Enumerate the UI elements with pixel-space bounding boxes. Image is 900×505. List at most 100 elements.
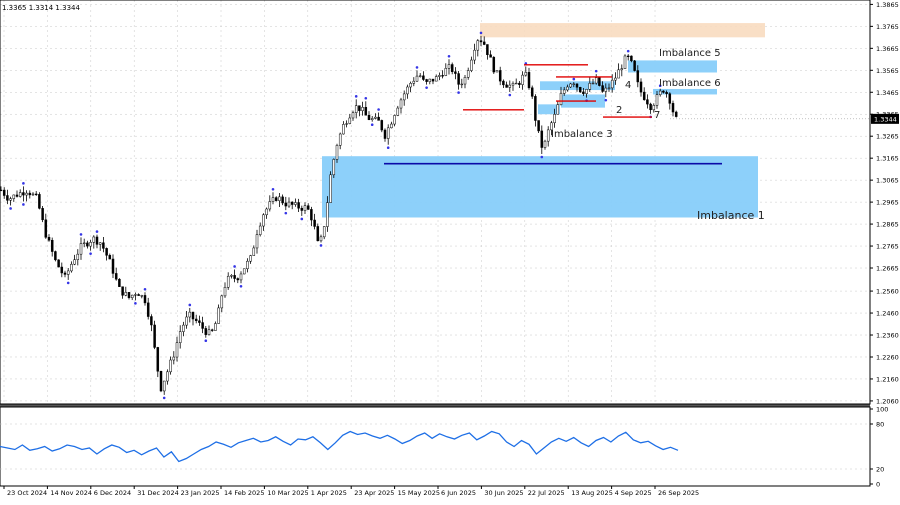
- candle-body: [377, 116, 380, 121]
- price-tick-label: 1.2560: [876, 288, 899, 296]
- labels: Imbalance 1 Imbalance 3 Imbalance 5 Imbalan…: [551, 48, 765, 222]
- candle-body: [393, 115, 396, 125]
- candle-body: [210, 329, 214, 331]
- oscillator-panel-frame: [0, 406, 871, 487]
- candle-body: [306, 205, 310, 210]
- price-tick-label: 1.3765: [876, 23, 899, 31]
- candle-body: [556, 104, 560, 115]
- candle-body: [470, 59, 473, 71]
- candle-body: [374, 116, 377, 119]
- candle-body: [342, 124, 345, 135]
- fractal-up-marker: [447, 54, 451, 58]
- candle-body: [15, 194, 19, 197]
- candle-body: [463, 77, 467, 85]
- candle-body: [524, 72, 528, 76]
- candle-body: [316, 226, 320, 242]
- candle-body: [450, 64, 454, 72]
- candle-body: [505, 84, 508, 88]
- candle-body: [297, 202, 300, 209]
- candle-body: [425, 79, 428, 82]
- fractal-down-marker: [386, 146, 390, 150]
- candle-body: [127, 292, 131, 298]
- candle-body: [332, 159, 336, 176]
- candle-body: [274, 197, 278, 201]
- candle-body: [287, 201, 291, 207]
- candle-body: [668, 93, 672, 104]
- candle-body: [326, 202, 329, 227]
- fractal-down-marker: [162, 396, 166, 400]
- time-tick-label: 15 May 2025: [398, 489, 440, 497]
- zone-imbalance-1: [322, 156, 758, 218]
- candle-body: [300, 207, 304, 211]
- candle-body: [633, 60, 636, 71]
- candle-body: [358, 105, 361, 111]
- candle-body: [265, 208, 268, 216]
- candle-body: [236, 278, 240, 281]
- candle-body: [626, 55, 630, 58]
- fractal-up-marker: [143, 287, 147, 291]
- candle-body: [348, 117, 352, 124]
- fractal-up-marker: [95, 230, 99, 233]
- candle-body: [454, 71, 457, 74]
- osc-tick-label: 20: [876, 466, 884, 474]
- time-tick-label: 14 Nov 2024: [50, 489, 92, 497]
- candle-body: [620, 68, 624, 71]
- candle-body: [521, 74, 524, 85]
- candle-body: [479, 40, 483, 43]
- price-tick-label: 1.3065: [876, 177, 899, 185]
- candle-body: [34, 193, 38, 196]
- candle-body: [646, 99, 649, 105]
- candle-body: [172, 356, 176, 361]
- candle-body: [290, 201, 294, 205]
- fractal-down-marker: [9, 207, 12, 210]
- candle-body: [153, 324, 156, 348]
- time-tick-label: 6 Dec 2024: [94, 489, 131, 497]
- candle-body: [658, 90, 662, 95]
- candle-body: [546, 129, 550, 142]
- candle-body: [262, 214, 265, 227]
- time-tick-label: 31 Dec 2024: [137, 489, 179, 497]
- candle-body: [537, 120, 540, 132]
- zone-imbalance-5: [628, 60, 717, 73]
- candle-body: [492, 57, 496, 73]
- candle-body: [150, 316, 153, 326]
- candles: [0, 35, 678, 395]
- candle-body: [79, 243, 83, 255]
- candle-body: [598, 77, 601, 86]
- candle-body: [230, 275, 233, 277]
- candle-body: [105, 248, 108, 256]
- candle-body: [18, 192, 22, 197]
- candle-body: [124, 292, 128, 296]
- candle-body: [41, 208, 44, 221]
- price-tick-label: 1.2360: [876, 332, 899, 340]
- candle-body: [268, 201, 272, 210]
- candle-body: [617, 69, 620, 79]
- candle-body: [178, 331, 182, 343]
- price-tick-label: 1.3265: [876, 133, 899, 141]
- price-tick-label: 1.2260: [876, 353, 899, 361]
- candle-body: [476, 40, 480, 51]
- fractal-down-marker: [134, 302, 137, 305]
- fractal-up-marker: [377, 108, 380, 111]
- candle-body: [489, 54, 492, 58]
- candle-body: [102, 242, 105, 249]
- candle-body: [409, 83, 412, 88]
- fractal-up-marker: [479, 31, 483, 35]
- candle-body: [671, 103, 675, 113]
- price-tick-label: 1.2160: [876, 375, 899, 383]
- candle-body: [156, 347, 160, 372]
- candle-body: [111, 258, 115, 274]
- fractal-down-marker: [425, 86, 428, 89]
- candle-body: [444, 68, 448, 76]
- time-tick-label: 23 Apr 2025: [354, 489, 394, 497]
- candle-body: [495, 70, 499, 73]
- fractal-markers: [9, 31, 662, 400]
- price-tick-label: 1.3865: [876, 1, 899, 9]
- candle-body: [466, 70, 470, 78]
- candle-body: [223, 287, 227, 297]
- time-tick-label: 4 Sep 2025: [615, 489, 652, 497]
- candle-body: [665, 92, 668, 94]
- candle-body: [313, 219, 316, 227]
